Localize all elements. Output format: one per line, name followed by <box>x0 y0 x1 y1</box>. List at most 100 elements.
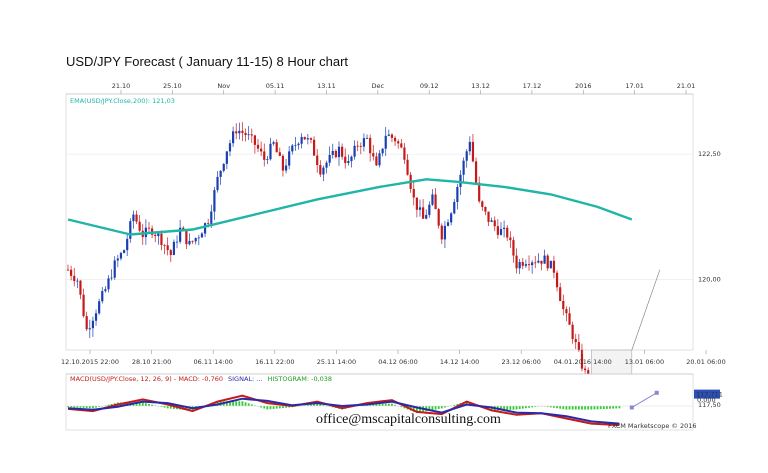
candle-down <box>403 147 406 160</box>
histogram-bar <box>229 401 231 406</box>
histogram-bar <box>322 405 325 406</box>
histogram-bar <box>391 403 393 406</box>
candle-down <box>138 221 141 231</box>
histogram-bar <box>602 406 605 409</box>
candle-up <box>225 151 228 164</box>
histogram-bar <box>506 406 509 410</box>
candle-down <box>481 201 484 207</box>
macd-indicator-label: MACD(USD/JPY.Close, 12, 26, 9) - MACD: -… <box>70 375 332 383</box>
candle-down <box>359 146 362 147</box>
candle-up <box>188 240 191 245</box>
candle-up <box>266 159 269 160</box>
histogram-bar <box>272 406 275 409</box>
histogram-bar <box>85 406 88 409</box>
histogram-bar <box>141 402 144 406</box>
histogram-bar <box>135 402 138 406</box>
candle-down <box>583 368 587 371</box>
ema-200-line <box>67 178 633 236</box>
candle-up <box>101 291 104 302</box>
candle-up <box>238 130 241 134</box>
candle-up <box>98 301 101 314</box>
histogram-bar <box>428 406 431 411</box>
candle-down <box>440 225 443 240</box>
histogram-bar <box>503 406 505 411</box>
candle-up <box>110 277 113 279</box>
macd-label-prefix: MACD(USD/JPY.Close, 12, 26, 9) - <box>70 375 178 383</box>
candle-down <box>160 233 163 246</box>
candle-down <box>534 262 537 264</box>
candle-down <box>515 255 518 269</box>
candle-down <box>400 143 403 148</box>
fxcm-watermark: FXCM Marketscope © 2016 <box>608 422 697 430</box>
candle-up <box>443 225 447 240</box>
histogram-bar <box>612 406 615 409</box>
histogram-bar <box>185 406 188 411</box>
histogram-bar <box>92 406 94 409</box>
histogram-bar <box>238 401 241 406</box>
bottom-date-label: 12.10.2015 22:00 <box>61 358 119 366</box>
histogram-bar <box>394 404 396 406</box>
histogram-bar <box>266 406 269 410</box>
histogram-bar <box>235 401 238 406</box>
histogram-bar <box>151 404 154 406</box>
candle-up <box>543 255 546 264</box>
candle-down <box>207 223 210 224</box>
candle-down <box>82 294 85 317</box>
histogram-bar <box>260 406 263 408</box>
candle-up <box>378 153 381 166</box>
histogram-bar <box>440 406 443 409</box>
histogram-bar <box>577 406 580 410</box>
forecast-projection-line <box>631 269 661 351</box>
price-axis: 122,50 120,00 117,50 <box>698 150 721 409</box>
candle-up <box>210 211 213 224</box>
candle-down <box>70 269 73 276</box>
histogram-bar <box>500 406 502 411</box>
histogram-bar <box>384 403 387 406</box>
candle-up <box>288 151 291 166</box>
candle-up <box>116 258 119 261</box>
histogram-bar <box>456 403 459 406</box>
candle-down <box>303 136 306 140</box>
histogram-bar <box>571 406 574 410</box>
candle-down <box>434 194 437 210</box>
candle-up <box>247 134 250 136</box>
histogram-bar <box>303 405 306 406</box>
top-date-label: 05.11 <box>266 82 285 90</box>
candle-up <box>381 148 384 154</box>
candle-up <box>306 138 309 140</box>
candle-down <box>471 141 475 162</box>
candle-down <box>568 313 571 325</box>
candle-down <box>154 234 157 237</box>
candle-up <box>132 214 135 222</box>
candle-down <box>316 155 319 166</box>
candle-down <box>185 230 188 245</box>
candle-down <box>390 134 394 138</box>
histogram-bar <box>518 406 521 410</box>
top-date-label: 2016 <box>575 82 592 90</box>
histogram-bar <box>403 406 406 409</box>
histogram-bar <box>593 406 596 410</box>
candle-up <box>107 278 110 290</box>
histogram-bar <box>531 406 534 408</box>
candle-up <box>365 137 369 139</box>
candle-down <box>260 148 263 152</box>
candle-up <box>387 134 390 136</box>
histogram-bar <box>509 406 512 410</box>
candle-up <box>549 260 552 269</box>
top-date-label: 17.12 <box>523 82 542 90</box>
candle-down <box>540 260 543 264</box>
candle-up <box>76 280 79 282</box>
candle-down <box>163 245 166 246</box>
candle-up <box>203 223 207 234</box>
candle-down <box>580 349 584 369</box>
candle-down <box>241 130 244 133</box>
histogram-bar <box>70 406 73 408</box>
candle-up <box>518 261 521 269</box>
histogram-bar <box>319 404 322 406</box>
histogram-bar <box>88 406 91 409</box>
macd-projection-marker <box>629 405 634 410</box>
candle-down <box>509 237 512 241</box>
histogram-bar <box>154 405 157 406</box>
candle-up <box>300 136 303 144</box>
